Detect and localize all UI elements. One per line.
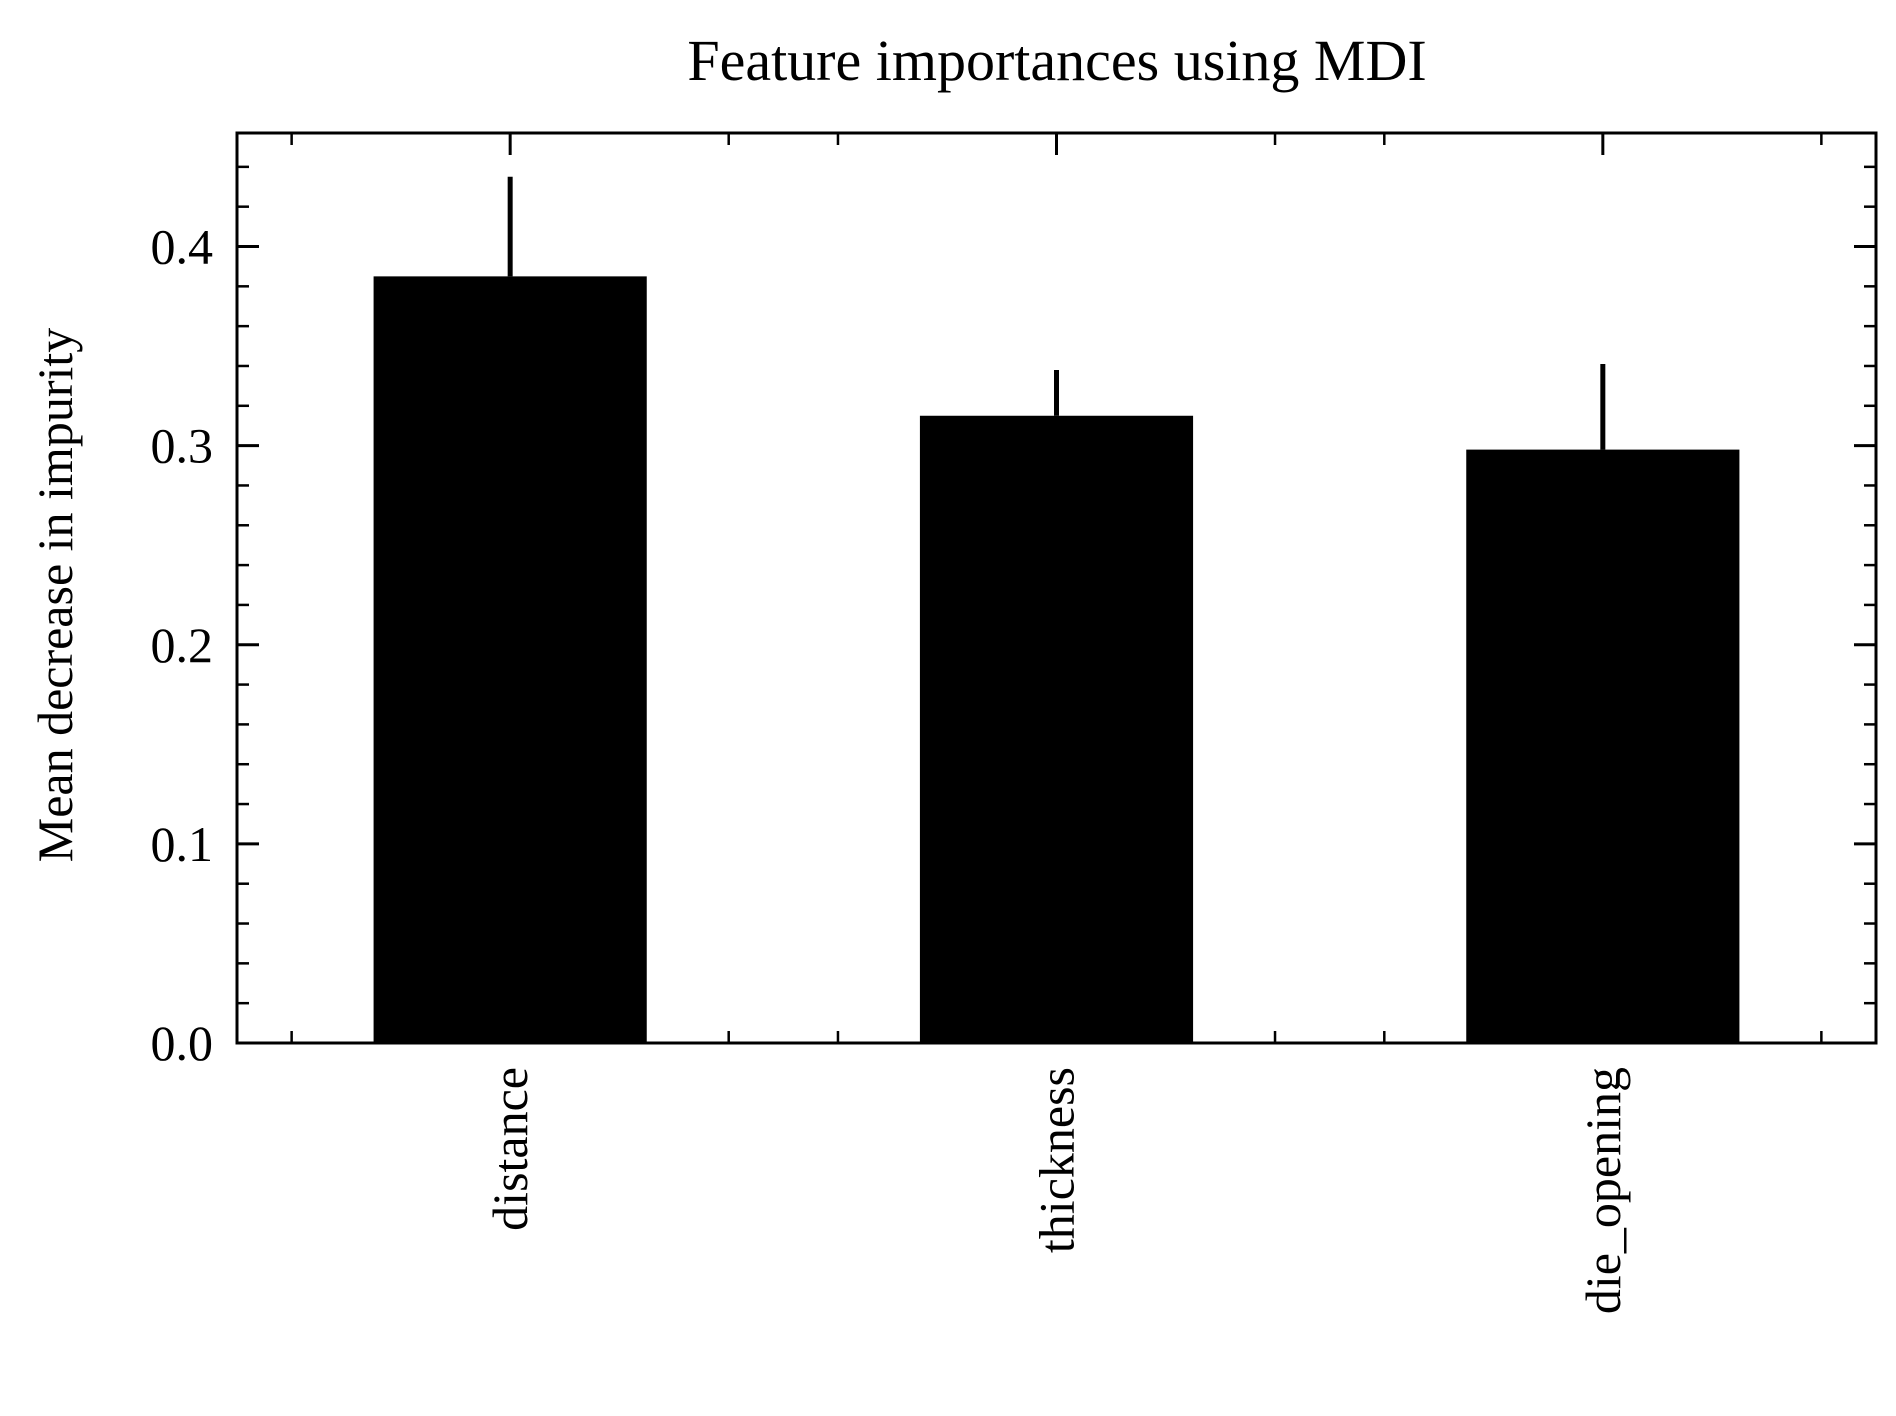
- y-tick-label: 0.4: [151, 219, 214, 275]
- x-tick-label-thickness: thickness: [1029, 1067, 1085, 1253]
- y-tick-label: 0.3: [151, 418, 214, 474]
- y-tick-label: 0.1: [151, 816, 214, 872]
- y-axis-label: Mean decrease in impurity: [27, 328, 83, 863]
- bar-distance: [373, 276, 647, 1043]
- bars-layer: [373, 276, 1740, 1044]
- y-tick-label: 0.0: [151, 1015, 214, 1071]
- x-tick-label-die-opening: die_opening: [1575, 1067, 1631, 1314]
- chart-title: Feature importances using MDI: [687, 28, 1426, 93]
- y-tick-labels: 0.0 0.1 0.2 0.3 0.4: [151, 219, 214, 1071]
- bar-thickness: [919, 415, 1194, 1044]
- plot-frame: [235, 131, 1878, 1045]
- y-tick-label: 0.2: [151, 617, 214, 673]
- error-bars-layer: [507, 176, 1606, 450]
- x-tick-labels: distance thickness die_opening: [482, 1067, 1631, 1314]
- bar-die-opening: [1466, 449, 1740, 1044]
- x-tick-label-distance: distance: [482, 1067, 538, 1231]
- ticks-layer: [237, 133, 1876, 1045]
